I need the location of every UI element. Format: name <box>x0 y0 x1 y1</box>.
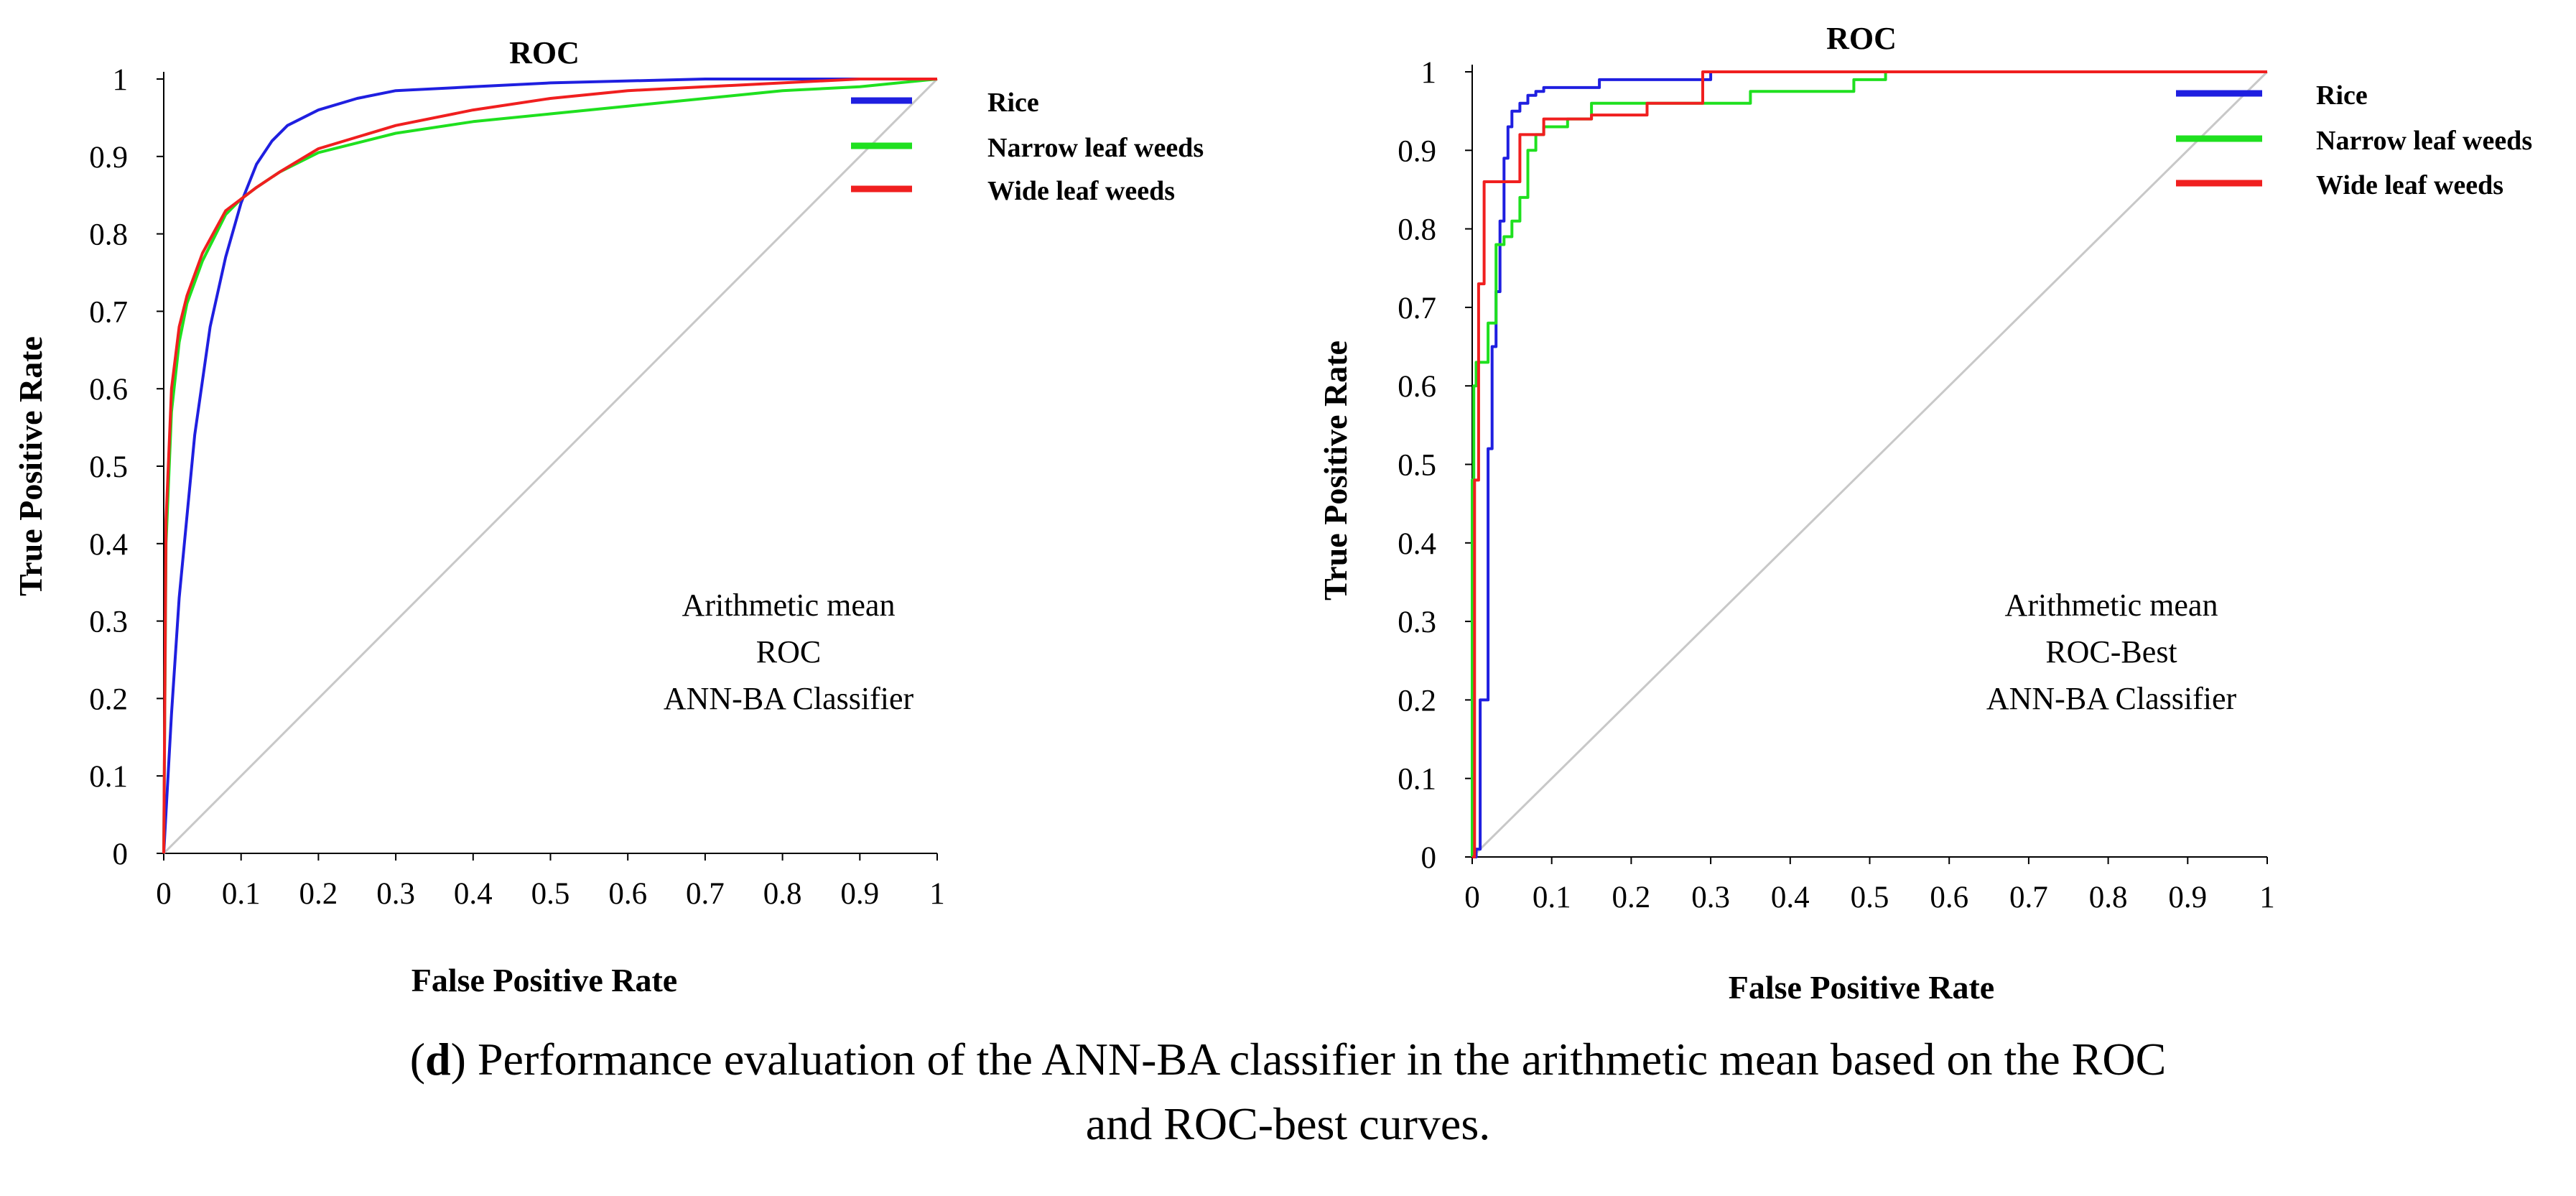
x-tick-label: 1 <box>929 877 945 911</box>
x-tick-label: 0.7 <box>2009 881 2048 914</box>
x-tick-label: 0.4 <box>454 877 493 911</box>
x-tick-label: 0.9 <box>2168 881 2207 914</box>
legend-label: Narrow leaf weeds <box>2316 126 2532 156</box>
legend-label: Wide leaf weeds <box>2316 170 2503 200</box>
annotation-line: ROC <box>756 634 821 669</box>
y-tick-label: 0.7 <box>1398 292 1436 325</box>
diagonal-reference-line <box>1471 70 2269 858</box>
x-tick-label: 0.3 <box>1691 881 1730 914</box>
y-tick-label: 0.7 <box>89 295 128 329</box>
x-tick-label: 0.5 <box>1851 881 1889 914</box>
x-tick-label: 0.7 <box>686 877 725 911</box>
y-tick-label: 0.8 <box>1398 213 1436 247</box>
y-tick-label: 0.6 <box>89 373 128 407</box>
annotation-line: ANN-BA Classifier <box>1986 681 2237 716</box>
series-line-wide-leaf-weeds <box>162 78 937 854</box>
y-axis-label: True Positive Rate <box>12 336 49 596</box>
x-tick-label: 0.1 <box>1533 881 1571 914</box>
series-line-rice <box>162 78 937 854</box>
x-tick-label: 0 <box>1464 881 1480 914</box>
y-tick-label: 0.9 <box>89 141 128 175</box>
chart-2: ROC 0 0.1 0.2 0.3 0.4 0.5 0.6 0.7 0.8 0.9 1 0 0.1 0.2 0… <box>1317 21 2532 1006</box>
x-tick-label: 0.4 <box>1771 881 1810 914</box>
legend-label: Rice <box>987 88 1039 118</box>
annotation-line: Arithmetic mean <box>682 588 896 623</box>
y-tick-label: 0.2 <box>89 682 128 716</box>
annotation-line: Arithmetic mean <box>2005 588 2218 623</box>
x-tick-label: 0.6 <box>1930 881 1968 914</box>
x-tick-label: 0.9 <box>840 877 879 911</box>
legend-label: Narrow leaf weeds <box>987 133 1204 163</box>
y-tick-label: 0.1 <box>1398 763 1436 797</box>
x-tick-label: 0.6 <box>608 877 647 911</box>
y-tick-label: 0.4 <box>1398 527 1436 561</box>
y-tick-label: 0.9 <box>1398 134 1436 168</box>
annotation-line: ROC-Best <box>2045 634 2177 669</box>
legend-label: Rice <box>2316 80 2368 111</box>
x-tick-label: 0.3 <box>376 877 415 911</box>
x-axis-label: False Positive Rate <box>1729 969 1994 1006</box>
figure-caption-line2: and ROC-best curves. <box>0 1092 2576 1156</box>
x-axis-label: False Positive Rate <box>411 962 677 998</box>
x-tick-label: 1 <box>2259 881 2275 914</box>
y-tick-label: 0.2 <box>1398 684 1436 718</box>
x-tick-label: 0.2 <box>299 877 338 911</box>
y-tick-label: 0 <box>113 838 129 871</box>
y-tick-label: 0.8 <box>89 218 128 252</box>
series-line-wide-leaf-weeds <box>1472 70 2267 858</box>
y-axis-label: True Positive Rate <box>1317 340 1354 601</box>
y-tick-label: 0 <box>1421 841 1437 875</box>
legend-label: Wide leaf weeds <box>987 176 1175 206</box>
x-tick-label: 0 <box>156 877 172 911</box>
diagonal-reference-line <box>162 78 939 855</box>
y-tick-label: 0.5 <box>89 450 128 484</box>
chart-title: ROC <box>509 35 580 70</box>
x-tick-label: 0.1 <box>222 877 261 911</box>
y-tick-label: 1 <box>1421 56 1437 90</box>
caption-label: d <box>425 1034 451 1085</box>
x-tick-label: 0.8 <box>763 877 802 911</box>
y-tick-label: 0.3 <box>89 606 128 639</box>
x-tick-label: 0.8 <box>2089 881 2128 914</box>
chart-title: ROC <box>1826 21 1897 56</box>
y-tick-label: 0.3 <box>1398 606 1436 639</box>
x-tick-label: 0.5 <box>531 877 570 911</box>
series-line-rice <box>1472 70 2267 858</box>
y-tick-label: 0.6 <box>1398 370 1436 404</box>
y-tick-label: 0.5 <box>1398 449 1436 483</box>
series-line-narrow-leaf-weeds <box>1471 70 2267 857</box>
figure-caption: (d) Performance evaluation of the ANN-BA… <box>409 1034 2167 1085</box>
x-tick-label: 0.2 <box>1612 881 1651 914</box>
caption-line2: and ROC-best curves. <box>1085 1098 1491 1149</box>
caption-line1: Performance evaluation of the ANN-BA cla… <box>477 1034 2167 1085</box>
annotation-line: ANN-BA Classifier <box>664 681 914 716</box>
chart-1: ROC 0 0.1 0.2 0.3 0.4 0.5 0.6 0.7 0.8 0.9 1 0 0.1 0.2 0… <box>12 35 1204 998</box>
y-tick-label: 0.1 <box>89 760 128 794</box>
y-tick-label: 1 <box>113 63 129 97</box>
y-tick-label: 0.4 <box>89 528 128 562</box>
